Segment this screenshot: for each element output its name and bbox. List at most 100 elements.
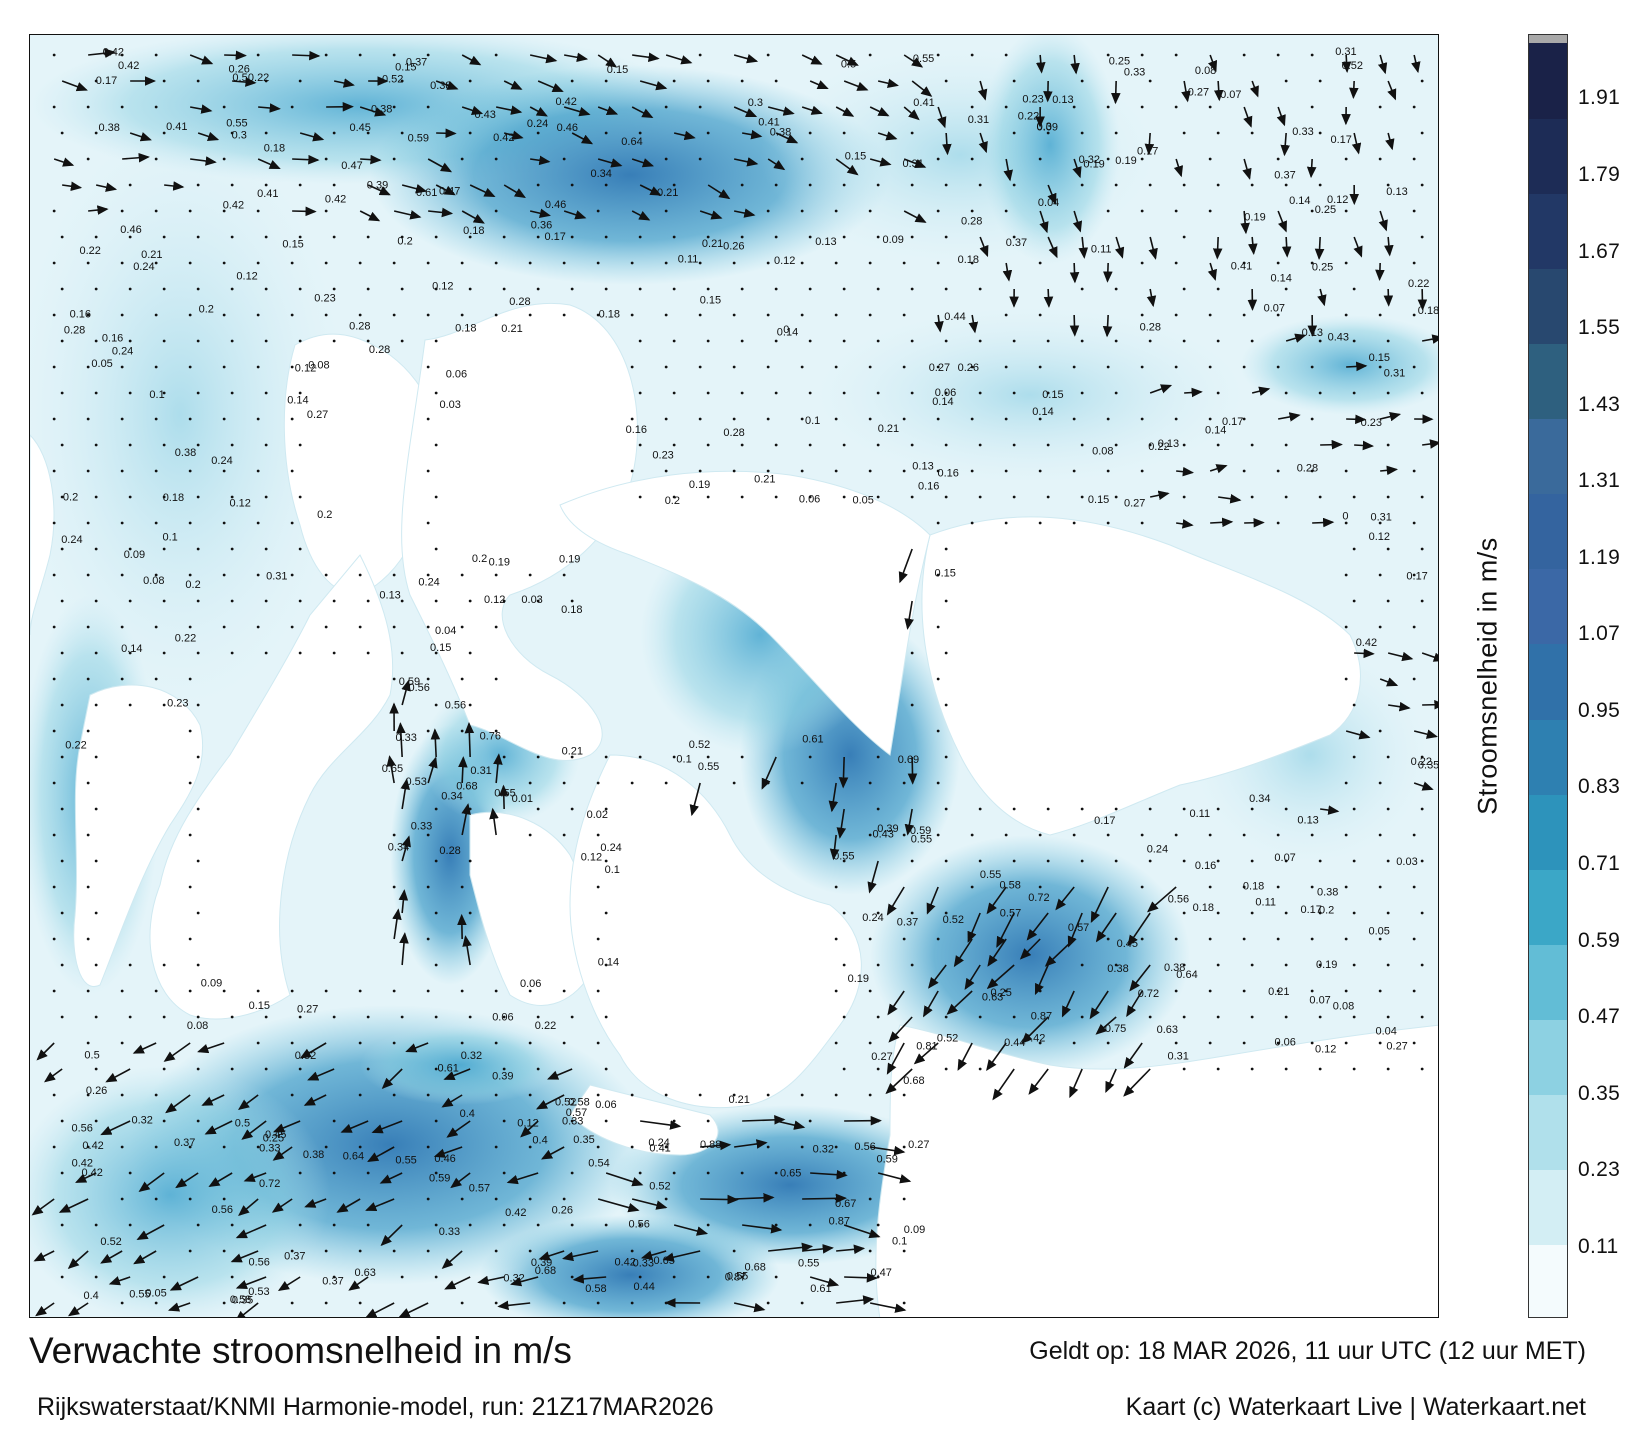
- speed-label: 0.24: [862, 912, 883, 924]
- current-dot: [1344, 781, 1348, 785]
- current-dot: [1174, 209, 1178, 213]
- current-arrow: [95, 182, 118, 192]
- current-arrow: [563, 106, 591, 117]
- current-arrow: [597, 158, 623, 168]
- current-dot: [460, 885, 464, 889]
- current-dot: [256, 1041, 260, 1045]
- current-dot: [154, 1145, 158, 1149]
- current-dot: [154, 105, 158, 109]
- current-dot: [1012, 443, 1016, 447]
- current-dot: [936, 625, 940, 629]
- current-arrow: [903, 210, 927, 223]
- current-dot: [1378, 105, 1382, 109]
- current-arrow: [563, 210, 587, 220]
- current-dot: [298, 495, 302, 499]
- current-arrow: [540, 1146, 565, 1160]
- speed-label: 0.22: [65, 739, 86, 751]
- current-dot: [86, 417, 90, 421]
- current-arrow: [809, 1276, 840, 1287]
- current-arrow: [100, 1120, 131, 1136]
- speed-label: 0.19: [1115, 155, 1136, 167]
- current-dot: [60, 1119, 64, 1123]
- current-dot: [290, 625, 294, 629]
- speed-label: 0.56: [72, 1123, 93, 1135]
- current-dot: [332, 131, 336, 135]
- current-dot: [120, 261, 124, 265]
- current-dot: [392, 157, 396, 161]
- current-dot: [1310, 989, 1314, 993]
- current-dot: [94, 1223, 98, 1227]
- current-arrow: [700, 1194, 739, 1205]
- current-dot: [52, 1093, 56, 1097]
- current-arrow: [1069, 1068, 1083, 1099]
- current-dot: [502, 599, 506, 603]
- current-dot: [1140, 157, 1144, 161]
- current-dot: [596, 1301, 600, 1305]
- current-dot: [1148, 79, 1152, 83]
- current-dot: [842, 911, 846, 915]
- current-arrow: [400, 778, 410, 810]
- speed-label: 0.31: [1168, 1051, 1189, 1063]
- current-dot: [766, 1145, 770, 1149]
- current-dot: [1106, 157, 1110, 161]
- current-dot: [732, 417, 736, 421]
- current-dot: [1114, 183, 1118, 187]
- current-dot: [1242, 1041, 1246, 1045]
- speed-label: 0.47: [341, 160, 362, 172]
- current-dot: [1140, 469, 1144, 473]
- current-dot: [944, 1067, 948, 1071]
- current-dot: [1276, 261, 1280, 265]
- current-dot: [324, 625, 328, 629]
- current-arrow: [870, 1145, 906, 1156]
- current-arrow: [1377, 54, 1388, 75]
- speed-label: 0.57: [1000, 907, 1021, 919]
- current-dot: [1250, 807, 1254, 811]
- current-dot: [1420, 1015, 1424, 1019]
- current-dot: [94, 1015, 98, 1019]
- speed-label: 0.17: [1406, 571, 1427, 583]
- current-dot: [868, 1249, 872, 1253]
- current-dot: [1106, 469, 1110, 473]
- current-dot: [868, 989, 872, 993]
- current-arrow: [957, 1042, 973, 1071]
- current-dot: [460, 573, 464, 577]
- speed-label: 0.27: [929, 362, 950, 374]
- current-dot: [400, 339, 404, 343]
- current-dot: [1386, 963, 1390, 967]
- current-dot: [434, 1015, 438, 1019]
- current-arrow: [1243, 106, 1253, 128]
- speed-label: 0.57: [469, 1183, 490, 1195]
- current-dot: [1208, 313, 1212, 317]
- speed-label: 0.16: [918, 480, 939, 492]
- current-dot: [570, 79, 574, 83]
- current-arrow: [405, 1042, 429, 1053]
- current-dot: [434, 495, 438, 499]
- current-dot: [902, 313, 906, 317]
- current-arrow: [1103, 262, 1113, 283]
- current-dot: [1386, 755, 1390, 759]
- colorbar-tick-label: 0.11: [1578, 1234, 1619, 1258]
- current-dot: [936, 521, 940, 525]
- current-dot: [1106, 209, 1110, 213]
- current-dot: [536, 1015, 540, 1019]
- speed-label: 0.81: [916, 1041, 937, 1053]
- speed-label: 0.16: [1195, 860, 1216, 872]
- current-arrow: [537, 80, 564, 93]
- current-dot: [1284, 859, 1288, 863]
- current-arrow: [396, 722, 406, 758]
- current-dot: [1412, 1041, 1416, 1045]
- current-dot: [698, 53, 702, 57]
- current-dot: [60, 651, 64, 655]
- current-dot: [298, 443, 302, 447]
- current-dot: [638, 1171, 642, 1175]
- speed-label: 0.27: [1188, 87, 1209, 99]
- speed-label: 0.09: [883, 234, 904, 246]
- current-dot: [1046, 807, 1050, 811]
- current-arrow: [733, 54, 759, 64]
- current-dot: [86, 573, 90, 577]
- current-dot: [1310, 469, 1314, 473]
- speed-label: 0.46: [545, 199, 566, 211]
- current-dot: [1420, 235, 1424, 239]
- current-dot: [570, 599, 574, 603]
- current-dot: [502, 1171, 506, 1175]
